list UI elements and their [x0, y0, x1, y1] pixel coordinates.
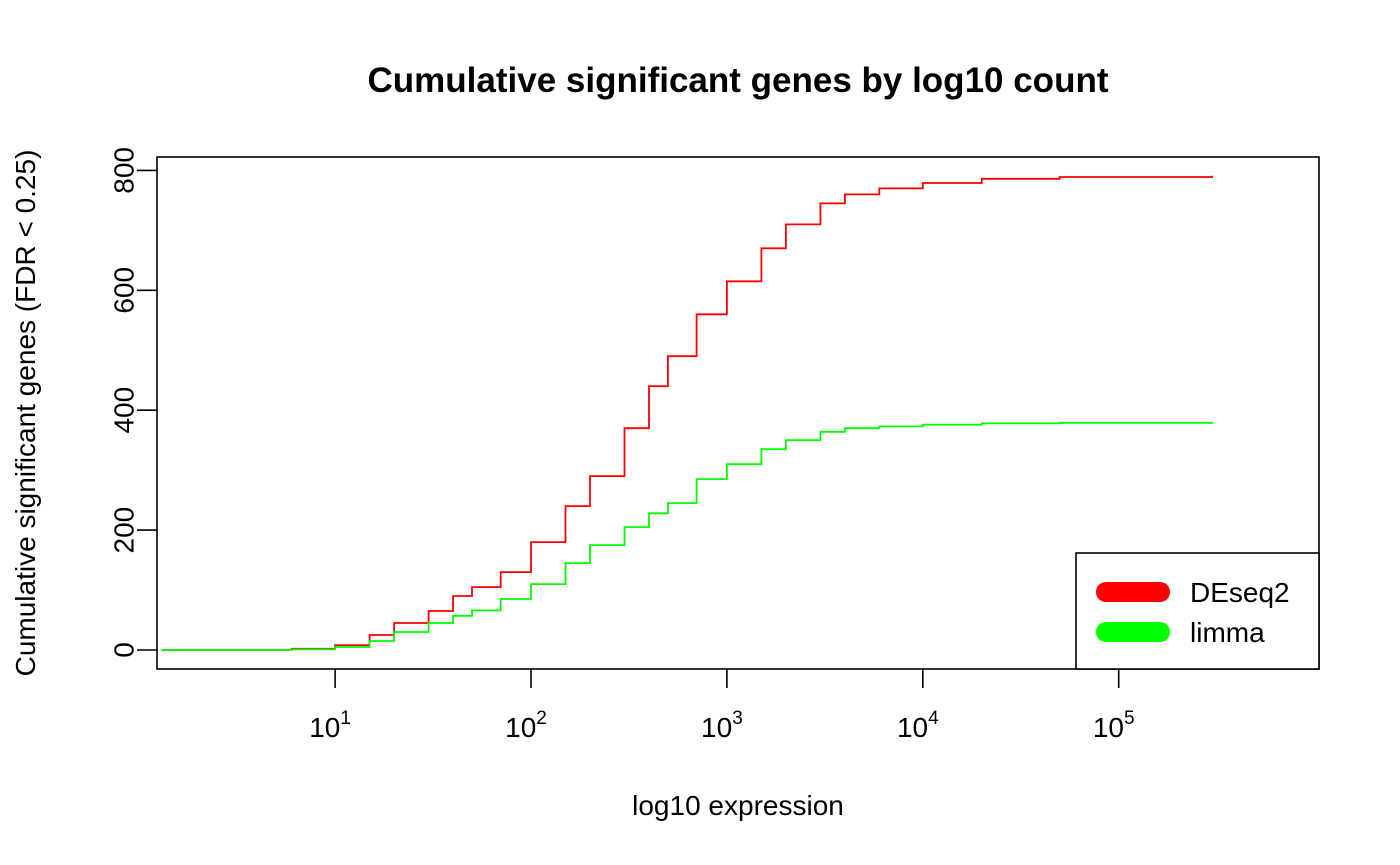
x-tick-label: 105: [1093, 708, 1135, 743]
y-axis: 0 200 400 600 800: [109, 147, 157, 658]
x-tick-label: 102: [505, 708, 547, 743]
y-tick-label: 0: [109, 642, 140, 658]
y-axis-label: Cumulative significant genes (FDR < 0.25…: [10, 150, 41, 677]
x-axis: 101 102 103 104 105: [309, 669, 1135, 743]
chart-title: Cumulative significant genes by log10 co…: [368, 61, 1109, 100]
x-tick-label: 101: [309, 708, 351, 743]
series-line-limma: [161, 421, 1214, 651]
plot-frame: [156, 156, 1320, 670]
series-line-deseq2: [161, 175, 1214, 651]
legend-box: [1075, 552, 1320, 670]
y-tick-label: 400: [109, 387, 140, 434]
y-tick-label: 800: [109, 147, 140, 194]
legend: DEseq2 limma: [1075, 552, 1320, 670]
legend-label-limma: limma: [1190, 617, 1265, 648]
y-tick-label: 600: [109, 267, 140, 314]
legend-label-deseq2: DEseq2: [1190, 577, 1290, 608]
x-axis-label: log10 expression: [632, 790, 844, 821]
x-tick-label: 103: [701, 708, 743, 743]
x-tick-label: 104: [897, 708, 939, 743]
y-tick-label: 200: [109, 507, 140, 554]
series-layer: [161, 175, 1214, 651]
